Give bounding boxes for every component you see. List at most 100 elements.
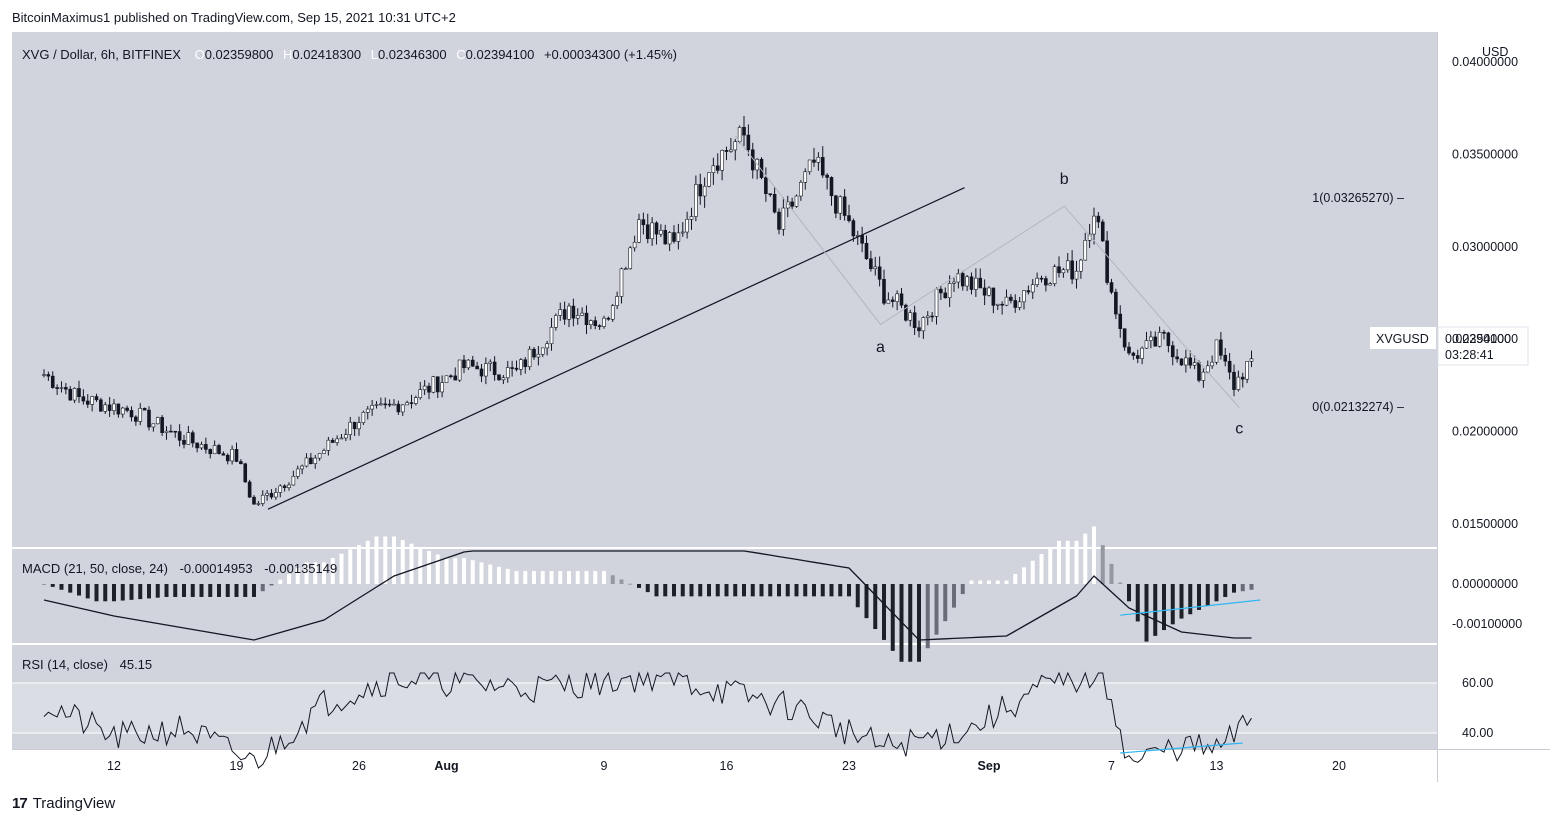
macd-tick-label: 0.00000000 xyxy=(1452,577,1518,591)
candle-body xyxy=(72,388,77,401)
legend-change: +0.00034300 (+1.45%) xyxy=(544,47,677,62)
candle-body xyxy=(195,442,199,449)
candle-body xyxy=(221,453,226,456)
candle-body xyxy=(1057,266,1061,274)
candle-body xyxy=(278,485,283,493)
price-axis[interactable] xyxy=(1438,32,1550,782)
candle-body xyxy=(1153,336,1158,347)
candle-body xyxy=(1079,259,1083,272)
candle-body xyxy=(234,449,239,462)
macd-histogram-bar xyxy=(637,584,641,588)
macd-value-1: -0.00014953 xyxy=(180,561,253,576)
time-axis[interactable] xyxy=(12,750,1437,782)
candle-body xyxy=(519,359,523,370)
macd-histogram-bar xyxy=(374,536,379,584)
macd-histogram-bar xyxy=(540,571,545,584)
macd-histogram-bar xyxy=(654,584,659,597)
macd-histogram-bar xyxy=(304,562,309,584)
candle-body xyxy=(1157,331,1162,347)
price-pane[interactable] xyxy=(12,32,1437,547)
candle-body xyxy=(890,299,895,302)
candle-body xyxy=(1030,284,1035,293)
macd-histogram-bar xyxy=(1153,584,1158,636)
macd-histogram-bar xyxy=(129,584,134,600)
legend-close: 0.02394100 xyxy=(466,47,535,62)
macd-value-2: -0.00135149 xyxy=(264,561,337,576)
macd-histogram-bar xyxy=(829,584,834,597)
fib-level-label: 1(0.03265270) – xyxy=(1312,191,1404,205)
macd-histogram-bar xyxy=(689,584,694,597)
macd-histogram-bar xyxy=(619,579,624,584)
price-tick-label: 0.04000000 xyxy=(1452,55,1518,69)
candle-body xyxy=(484,363,488,377)
macd-histogram-bar xyxy=(610,575,615,584)
candle-body xyxy=(120,407,125,415)
candle-body xyxy=(978,277,983,289)
candle-body xyxy=(392,403,396,406)
candle-body xyxy=(256,503,261,505)
candle-body xyxy=(514,367,519,370)
macd-histogram-bar xyxy=(225,584,230,597)
legend-high-key: H xyxy=(283,47,292,62)
candle-body xyxy=(895,293,899,302)
macd-divergence-line xyxy=(1120,599,1261,616)
candle-body xyxy=(606,317,611,320)
candle-body xyxy=(589,320,593,326)
candle-body xyxy=(55,387,59,389)
candle-body xyxy=(982,287,987,296)
candle-body xyxy=(348,421,353,435)
macd-histogram-bar xyxy=(453,558,458,584)
macd-histogram-bar xyxy=(470,560,475,584)
candle-body xyxy=(1009,296,1013,301)
candle-body xyxy=(663,230,668,245)
price-axis-unit: USD xyxy=(1482,45,1508,59)
candle-body xyxy=(405,402,409,406)
candle-body xyxy=(965,276,969,287)
candle-body xyxy=(322,450,326,454)
macd-histogram-bar xyxy=(908,584,913,662)
macd-histogram-bar xyxy=(365,540,370,584)
macd-histogram-bar xyxy=(943,584,948,622)
macd-histogram-bar xyxy=(715,584,720,597)
candle-body xyxy=(94,396,99,401)
macd-histogram-bar xyxy=(1240,584,1245,592)
macd-histogram-bar xyxy=(190,584,195,597)
candle-body xyxy=(532,348,536,358)
candle-body xyxy=(444,375,449,383)
candle-body xyxy=(667,232,672,245)
candle-body xyxy=(151,423,156,428)
candle-body xyxy=(584,312,589,326)
candle-body xyxy=(720,150,724,171)
footer: 17 TradingView xyxy=(12,795,115,812)
macd-histogram-bar xyxy=(313,562,318,584)
macd-histogram-bar xyxy=(785,584,790,597)
macd-histogram-bar xyxy=(1197,584,1201,610)
footer-brand[interactable]: TradingView xyxy=(32,795,116,812)
chart-svg[interactable]: 1(0.03265270) – 0(0.02132274) – a b c XVG / … xyxy=(12,32,1550,782)
candle-body xyxy=(943,292,948,299)
candle-body xyxy=(112,403,116,411)
candle-body xyxy=(632,241,637,249)
macd-histogram-bar xyxy=(628,583,633,585)
candle-body xyxy=(1131,352,1136,356)
candle-body xyxy=(715,165,720,171)
last-price-countdown: 03:28:41 xyxy=(1445,348,1494,362)
candle-body xyxy=(851,220,856,237)
macd-histogram-bar xyxy=(873,584,878,630)
candle-body xyxy=(1065,260,1070,271)
macd-histogram-bar xyxy=(112,584,116,602)
macd-histogram-bar xyxy=(1013,573,1018,584)
candle-body xyxy=(1188,357,1193,366)
candle-body xyxy=(672,232,676,242)
legend-high: 0.02418300 xyxy=(292,47,361,62)
macd-histogram-bar xyxy=(584,571,589,584)
macd-histogram-bar xyxy=(724,584,729,597)
candle-body xyxy=(383,403,388,406)
candle-body xyxy=(842,196,847,216)
macd-histogram-bar xyxy=(820,584,825,597)
candle-body xyxy=(142,407,147,411)
candle-body xyxy=(689,216,694,220)
macd-histogram-bar xyxy=(42,584,46,585)
chart-frame[interactable]: 1(0.03265270) – 0(0.02132274) – a b c XVG / … xyxy=(12,32,1550,782)
candle-body xyxy=(396,403,401,413)
